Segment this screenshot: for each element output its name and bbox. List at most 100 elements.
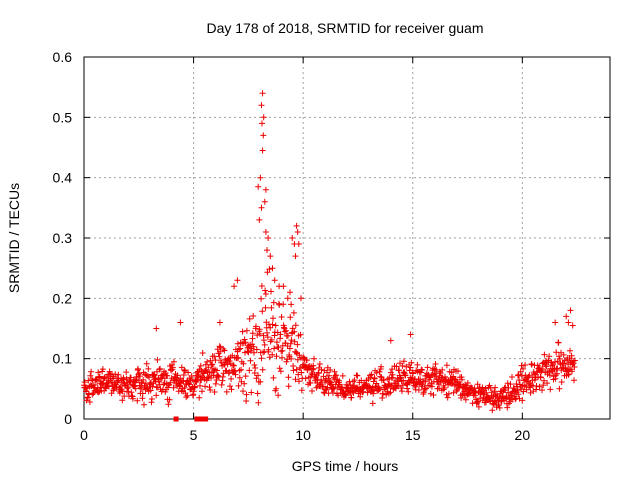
data-point (140, 376, 147, 383)
data-point (184, 392, 191, 399)
data-point (285, 383, 292, 390)
data-point (504, 404, 511, 411)
data-point (565, 319, 572, 326)
data-point (309, 388, 315, 394)
data-point (503, 393, 510, 400)
data-point (544, 380, 551, 387)
data-point (239, 328, 246, 335)
data-point (405, 388, 412, 395)
data-point (259, 308, 266, 315)
data-point (271, 277, 278, 284)
data-point (273, 353, 280, 360)
data-point (507, 381, 514, 388)
data-point (270, 315, 276, 322)
data-point (136, 370, 143, 377)
data-point (260, 349, 267, 356)
data-point (276, 301, 283, 308)
data-point (265, 235, 272, 241)
data-point (348, 394, 355, 401)
data-point (288, 337, 295, 344)
data-point (290, 367, 297, 374)
data-point (138, 385, 145, 392)
data-point (228, 375, 235, 382)
zero-point (194, 416, 200, 422)
x-tick-label: 15 (405, 427, 421, 443)
data-point (164, 372, 171, 379)
data-point (570, 360, 577, 367)
data-point (255, 183, 262, 190)
data-point (402, 372, 409, 379)
data-point (95, 369, 102, 376)
data-point (89, 391, 96, 398)
data-point (443, 362, 450, 369)
data-point (359, 389, 366, 396)
data-point (281, 328, 288, 335)
data-point (156, 378, 162, 385)
data-point (512, 396, 519, 403)
data-point (232, 371, 239, 378)
data-point (294, 356, 301, 363)
data-point (408, 359, 415, 366)
data-point (466, 390, 472, 397)
data-point (453, 388, 460, 395)
data-point (522, 362, 529, 368)
data-point (533, 383, 540, 389)
data-point (330, 384, 337, 391)
data-point (260, 132, 267, 139)
data-point (482, 385, 489, 392)
data-point (288, 355, 295, 362)
data-point (246, 367, 253, 374)
data-point (554, 365, 561, 372)
data-point (444, 394, 451, 401)
data-point (256, 216, 263, 223)
data-point (496, 404, 503, 411)
data-point (145, 365, 152, 372)
data-point (84, 394, 91, 401)
data-point (206, 384, 213, 391)
data-point (275, 344, 282, 351)
data-point (560, 351, 567, 358)
data-point (502, 384, 509, 391)
data-point (166, 396, 173, 403)
data-point (290, 309, 297, 316)
data-point (415, 387, 422, 393)
data-point (277, 368, 284, 375)
data-point (428, 383, 435, 390)
data-point (192, 378, 199, 385)
data-point (332, 372, 339, 379)
data-point (253, 323, 259, 330)
data-point (250, 343, 257, 350)
zero-point (197, 416, 203, 422)
zero-point (173, 416, 179, 422)
data-point (492, 384, 499, 391)
data-point (215, 372, 222, 379)
data-point (230, 362, 237, 369)
data-point (268, 288, 274, 295)
data-point (199, 388, 205, 395)
data-point (387, 337, 394, 344)
data-point (384, 376, 391, 383)
data-point (505, 384, 512, 391)
data-point (258, 283, 265, 289)
data-point (144, 372, 151, 379)
data-point (237, 345, 244, 352)
data-point (146, 374, 153, 381)
data-point (279, 354, 285, 361)
data-point (210, 369, 217, 376)
data-point (458, 395, 465, 401)
data-point (92, 381, 98, 388)
data-point (295, 371, 302, 378)
data-point (568, 352, 575, 359)
data-point (115, 371, 122, 378)
data-point (246, 315, 253, 322)
data-point (393, 382, 400, 389)
data-point (445, 390, 452, 397)
data-point (208, 362, 215, 368)
data-point (236, 346, 242, 353)
y-tick-label: 0.2 (53, 290, 73, 306)
data-point (197, 382, 203, 389)
data-point (266, 266, 273, 273)
y-tick-label: 0.6 (53, 49, 73, 65)
data-point (294, 341, 301, 348)
data-point (269, 351, 276, 358)
